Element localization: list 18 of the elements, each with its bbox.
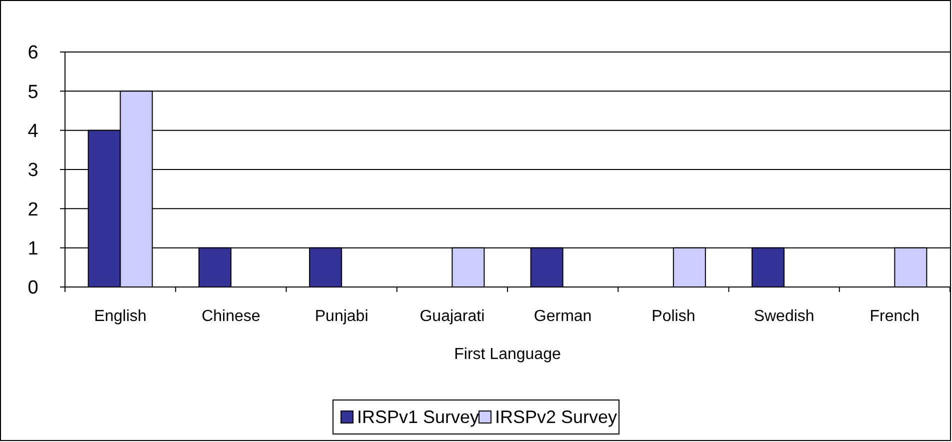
x-tick-label: Punjabi — [314, 308, 368, 325]
legend-label: IRSPv1 Survey — [357, 407, 480, 427]
x-tick-label: English — [94, 308, 147, 325]
y-tick-label: 4 — [28, 120, 39, 142]
y-tick-label: 3 — [28, 160, 38, 182]
x-tick-label: Swedish — [754, 308, 814, 325]
y-tick-label: 5 — [28, 82, 38, 103]
y-tick-label: 6 — [28, 42, 38, 64]
y-tick-label: 2 — [28, 199, 38, 220]
x-tick-label: Polish — [652, 308, 696, 325]
x-tick-label: German — [534, 308, 592, 325]
legend-label: IRSPv2 Survey — [495, 407, 618, 427]
y-tick-label: 1 — [28, 238, 38, 260]
x-tick-label: Guajarati — [420, 308, 485, 325]
y-tick-label: 0 — [28, 278, 38, 299]
x-tick-label: Chinese — [202, 308, 260, 325]
x-axis-title: First Language — [454, 346, 561, 363]
x-tick-label: French — [870, 308, 920, 325]
